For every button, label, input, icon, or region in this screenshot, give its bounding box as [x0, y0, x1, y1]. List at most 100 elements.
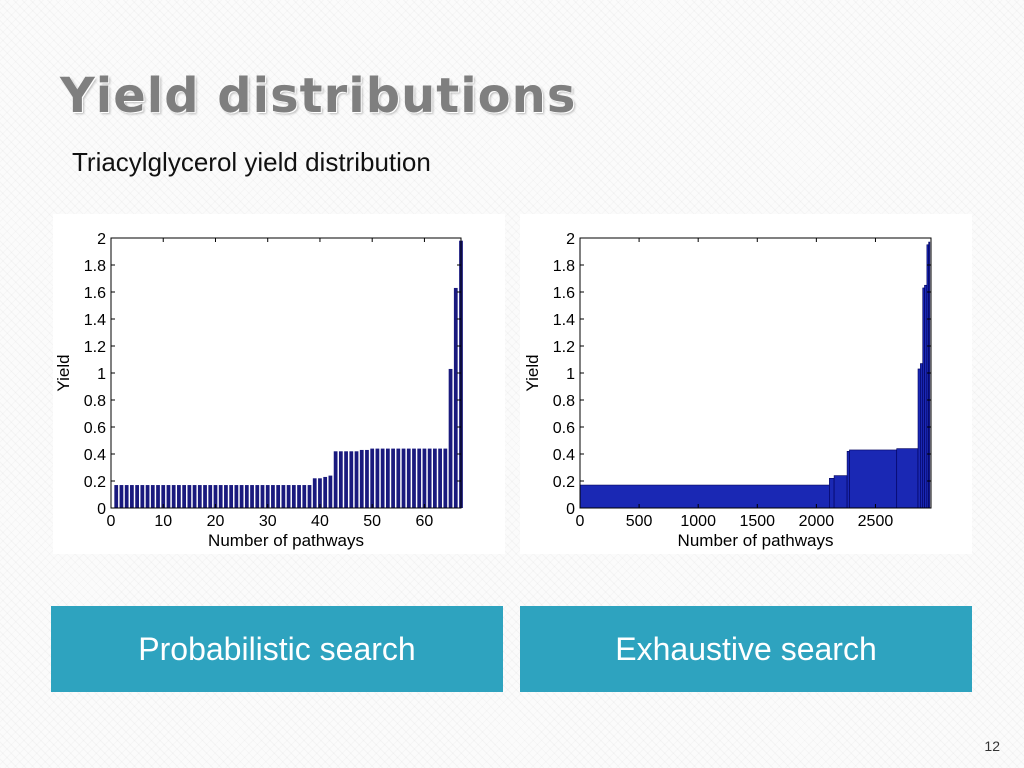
- bar: [448, 368, 453, 508]
- bar: [171, 485, 176, 508]
- y-tick-label: 0: [566, 501, 575, 518]
- bar: [406, 448, 411, 508]
- x-tick-label: 1000: [680, 513, 716, 530]
- y-tick-label: 1.2: [553, 339, 575, 356]
- y-tick-label: 0.2: [553, 474, 575, 491]
- x-tick-label: 30: [259, 513, 277, 530]
- bar: [114, 485, 119, 508]
- y-tick-label: 0.4: [553, 447, 575, 464]
- y-tick-label: 2: [97, 231, 106, 248]
- bar: [177, 485, 181, 508]
- bar-segment: [928, 241, 931, 509]
- y-axis-label: Yield: [54, 354, 73, 391]
- probabilistic-search-box: Probabilistic search: [51, 606, 503, 692]
- bar: [354, 451, 359, 508]
- bar: [333, 451, 338, 508]
- bar: [401, 448, 406, 508]
- page-number: 12: [984, 738, 1000, 754]
- bar: [166, 485, 171, 508]
- bar: [239, 485, 244, 508]
- bar: [182, 485, 187, 508]
- bar: [187, 485, 192, 508]
- bar: [427, 448, 432, 508]
- y-tick-label: 0: [97, 501, 106, 518]
- x-tick-label: 1500: [739, 513, 775, 530]
- bar: [391, 448, 395, 508]
- y-tick-label: 1: [97, 366, 106, 383]
- bar: [338, 451, 343, 508]
- y-tick-label: 2: [566, 231, 575, 248]
- bar-segment: [833, 475, 848, 509]
- bar-segment: [920, 363, 924, 509]
- y-tick-label: 0.2: [84, 474, 106, 491]
- x-tick-label: 2500: [858, 513, 894, 530]
- y-axis-label: Yield: [523, 354, 542, 391]
- bar: [417, 448, 422, 508]
- exhaustive-yield-chart: 0 0.2 0.4 0.6 0.8 1 1.2 1.4 1.6 1.8 2 0 500 1000 1500 2…: [523, 231, 932, 550]
- bar: [203, 485, 207, 508]
- bar: [156, 485, 160, 508]
- bar: [271, 485, 275, 508]
- y-tick-label: 1.4: [84, 312, 106, 329]
- bar: [130, 485, 134, 508]
- bar: [438, 448, 442, 508]
- bar: [412, 448, 416, 508]
- bar: [281, 485, 286, 508]
- bar: [291, 485, 296, 508]
- bar-segment: [896, 448, 919, 509]
- y-tick-label: 1.8: [84, 258, 106, 275]
- y-tick-label: 1.6: [553, 285, 575, 302]
- exhaustive-search-label: Exhaustive search: [615, 630, 877, 667]
- bar: [135, 485, 139, 508]
- bar: [302, 485, 307, 508]
- bar: [208, 485, 213, 508]
- x-tick-label: 10: [154, 513, 172, 530]
- bar: [192, 485, 197, 508]
- bar: [224, 485, 228, 508]
- y-tick-label: 0.8: [553, 393, 575, 410]
- bar: [234, 485, 239, 508]
- bar: [396, 448, 401, 508]
- bar: [349, 451, 354, 508]
- bar-segment: [579, 484, 830, 509]
- x-tick-label: 60: [416, 513, 434, 530]
- x-tick-label: 50: [363, 513, 381, 530]
- bar-segment: [846, 451, 850, 509]
- bar-segment: [917, 368, 921, 509]
- bar: [453, 287, 458, 508]
- y-tick-label: 0.4: [84, 447, 106, 464]
- bar: [385, 448, 390, 508]
- bar: [265, 485, 270, 508]
- x-tick-label: 20: [207, 513, 225, 530]
- bar: [213, 485, 218, 508]
- bar: [307, 485, 312, 508]
- bar: [318, 478, 322, 508]
- bar: [255, 485, 260, 508]
- bar: [276, 485, 281, 508]
- bar: [365, 449, 369, 508]
- bar: [375, 448, 380, 508]
- bar: [197, 485, 202, 508]
- y-tick-label: 0.6: [84, 420, 106, 437]
- bar: [119, 485, 124, 508]
- probabilistic-chart-panel: 0 0.2 0.4 0.6 0.8 1 1.2 1.4 1.6 1.8 2 0 10 20 30 40 50 60…: [53, 214, 505, 554]
- bar: [359, 449, 364, 508]
- bar: [145, 485, 150, 508]
- bar: [328, 475, 333, 508]
- exhaustive-search-box: Exhaustive search: [520, 606, 972, 692]
- bar: [150, 485, 155, 508]
- bar: [260, 485, 265, 508]
- bar: [218, 485, 223, 508]
- bar: [433, 448, 437, 508]
- x-axis-label: Number of pathways: [678, 531, 834, 550]
- bar: [229, 485, 234, 508]
- bar: [297, 485, 301, 508]
- slide-subtitle: Triacylglycerol yield distribution: [72, 147, 431, 177]
- bar: [380, 448, 385, 508]
- bar: [370, 448, 375, 508]
- bar: [323, 476, 328, 508]
- y-tick-label: 1.4: [553, 312, 575, 329]
- bar: [140, 485, 145, 508]
- exhaustive-chart-panel: 0 0.2 0.4 0.6 0.8 1 1.2 1.4 1.6 1.8 2 0 500 1000 1500 2…: [520, 214, 972, 554]
- bar: [286, 485, 291, 508]
